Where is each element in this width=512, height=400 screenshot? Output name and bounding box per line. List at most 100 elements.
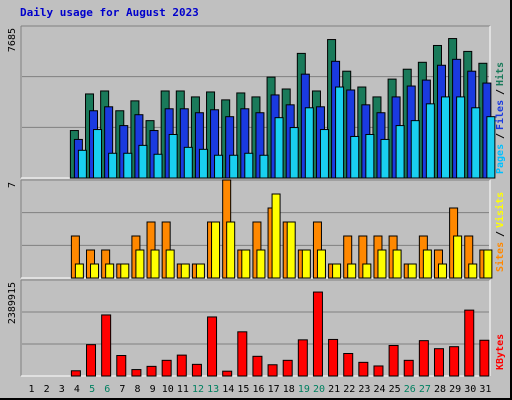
x-tick-label: 5 bbox=[89, 384, 95, 395]
bar-pages bbox=[471, 107, 481, 179]
bar-pages bbox=[410, 120, 420, 179]
bar-sites bbox=[301, 249, 311, 279]
bar-sites bbox=[226, 221, 236, 279]
bar-kbytes bbox=[358, 361, 369, 377]
bar-kbytes bbox=[418, 340, 429, 377]
top-legend-pages: Pages bbox=[495, 144, 506, 174]
bar-kbytes bbox=[388, 344, 399, 377]
top-legend-files: Files bbox=[494, 100, 506, 130]
bar-kbytes bbox=[297, 339, 308, 377]
bar-pages bbox=[486, 116, 496, 179]
x-tick-label: 9 bbox=[150, 384, 156, 395]
top-legend-separator: / bbox=[495, 133, 506, 139]
bar-sites bbox=[256, 249, 266, 279]
mid-legend-visits: Visits bbox=[494, 192, 506, 228]
bar-sites bbox=[437, 263, 447, 279]
x-tick-label: 8 bbox=[134, 384, 140, 395]
top-panel-ymax-label: 7685 bbox=[7, 28, 18, 52]
x-tick-label: 25 bbox=[389, 384, 401, 395]
bar-kbytes bbox=[433, 348, 444, 377]
x-tick-label: 14 bbox=[222, 384, 234, 395]
bar-pages bbox=[304, 107, 314, 179]
bar-sites bbox=[316, 249, 326, 279]
bar-pages bbox=[198, 148, 208, 179]
bar-pages bbox=[259, 154, 269, 179]
bar-sites bbox=[483, 249, 493, 279]
bar-pages bbox=[380, 138, 390, 179]
bar-pages bbox=[289, 127, 299, 179]
bar-sites bbox=[150, 249, 160, 279]
bar-kbytes bbox=[343, 353, 354, 377]
bar-sites bbox=[332, 263, 342, 279]
x-tick-label: 7 bbox=[119, 384, 125, 395]
bar-kbytes bbox=[131, 369, 142, 377]
x-tick-label: 20 bbox=[313, 384, 325, 395]
x-tick-label: 26 bbox=[404, 384, 416, 395]
bar-kbytes bbox=[252, 355, 263, 377]
x-tick-label: 24 bbox=[374, 384, 386, 395]
bar-pages bbox=[168, 133, 178, 179]
x-tick-label: 29 bbox=[449, 384, 461, 395]
x-tick-label: 28 bbox=[434, 384, 446, 395]
x-tick-label: 13 bbox=[207, 384, 219, 395]
bar-pages bbox=[153, 153, 163, 179]
bar-sites bbox=[377, 249, 387, 279]
bar-pages bbox=[335, 86, 345, 179]
bar-pages bbox=[244, 152, 254, 179]
bar-pages bbox=[350, 135, 360, 179]
top-legend-separator: / bbox=[495, 89, 506, 95]
bar-kbytes bbox=[116, 355, 127, 377]
bar-kbytes bbox=[191, 363, 202, 377]
bar-kbytes bbox=[161, 359, 172, 377]
bar-sites bbox=[422, 249, 432, 279]
bar-kbytes bbox=[328, 338, 339, 377]
bar-kbytes bbox=[449, 346, 460, 377]
x-tick-label: 23 bbox=[358, 384, 370, 395]
mid-legend-separator: / bbox=[495, 231, 506, 237]
bar-kbytes bbox=[101, 314, 112, 377]
mid-panel-ymax-label: 7 bbox=[7, 182, 18, 188]
bar-pages bbox=[108, 152, 118, 179]
x-tick-label: 4 bbox=[74, 384, 80, 395]
bottom-panel-ymax-label: 2389915 bbox=[7, 282, 18, 324]
bar-sites bbox=[74, 263, 84, 279]
x-tick-label: 27 bbox=[419, 384, 431, 395]
bar-kbytes bbox=[222, 370, 233, 377]
bar-pages bbox=[365, 133, 375, 179]
bar-sites bbox=[392, 249, 402, 279]
bar-kbytes bbox=[146, 365, 157, 377]
bar-sites bbox=[120, 263, 130, 279]
bar-kbytes bbox=[176, 354, 187, 377]
bar-sites bbox=[90, 263, 100, 279]
bar-sites bbox=[453, 235, 463, 279]
bar-kbytes bbox=[464, 309, 475, 377]
bar-sites bbox=[135, 249, 145, 279]
x-tick-label: 21 bbox=[328, 384, 340, 395]
bar-kbytes bbox=[267, 364, 278, 377]
bar-sites bbox=[468, 263, 478, 279]
bar-pages bbox=[456, 96, 466, 179]
bar-sites bbox=[195, 263, 205, 279]
bar-pages bbox=[319, 129, 329, 179]
bar-sites bbox=[407, 263, 417, 279]
bottom-legend-kbytes: KBytes bbox=[495, 334, 506, 370]
bar-sites bbox=[105, 263, 115, 279]
x-tick-label: 10 bbox=[162, 384, 174, 395]
bar-kbytes bbox=[479, 339, 490, 377]
x-tick-label: 11 bbox=[177, 384, 189, 395]
x-tick-label: 22 bbox=[343, 384, 355, 395]
bar-sites bbox=[271, 193, 281, 279]
top-legend-hits: Hits bbox=[494, 62, 506, 86]
x-tick-label: 17 bbox=[268, 384, 280, 395]
bar-sites bbox=[211, 221, 221, 279]
bar-pages bbox=[440, 96, 450, 179]
bar-kbytes bbox=[70, 370, 81, 377]
bar-pages bbox=[77, 149, 87, 179]
bar-pages bbox=[425, 103, 435, 179]
x-tick-label: 12 bbox=[192, 384, 204, 395]
x-tick-label: 15 bbox=[237, 384, 249, 395]
bar-pages bbox=[395, 125, 405, 179]
bar-sites bbox=[347, 263, 357, 279]
bar-pages bbox=[123, 152, 133, 179]
